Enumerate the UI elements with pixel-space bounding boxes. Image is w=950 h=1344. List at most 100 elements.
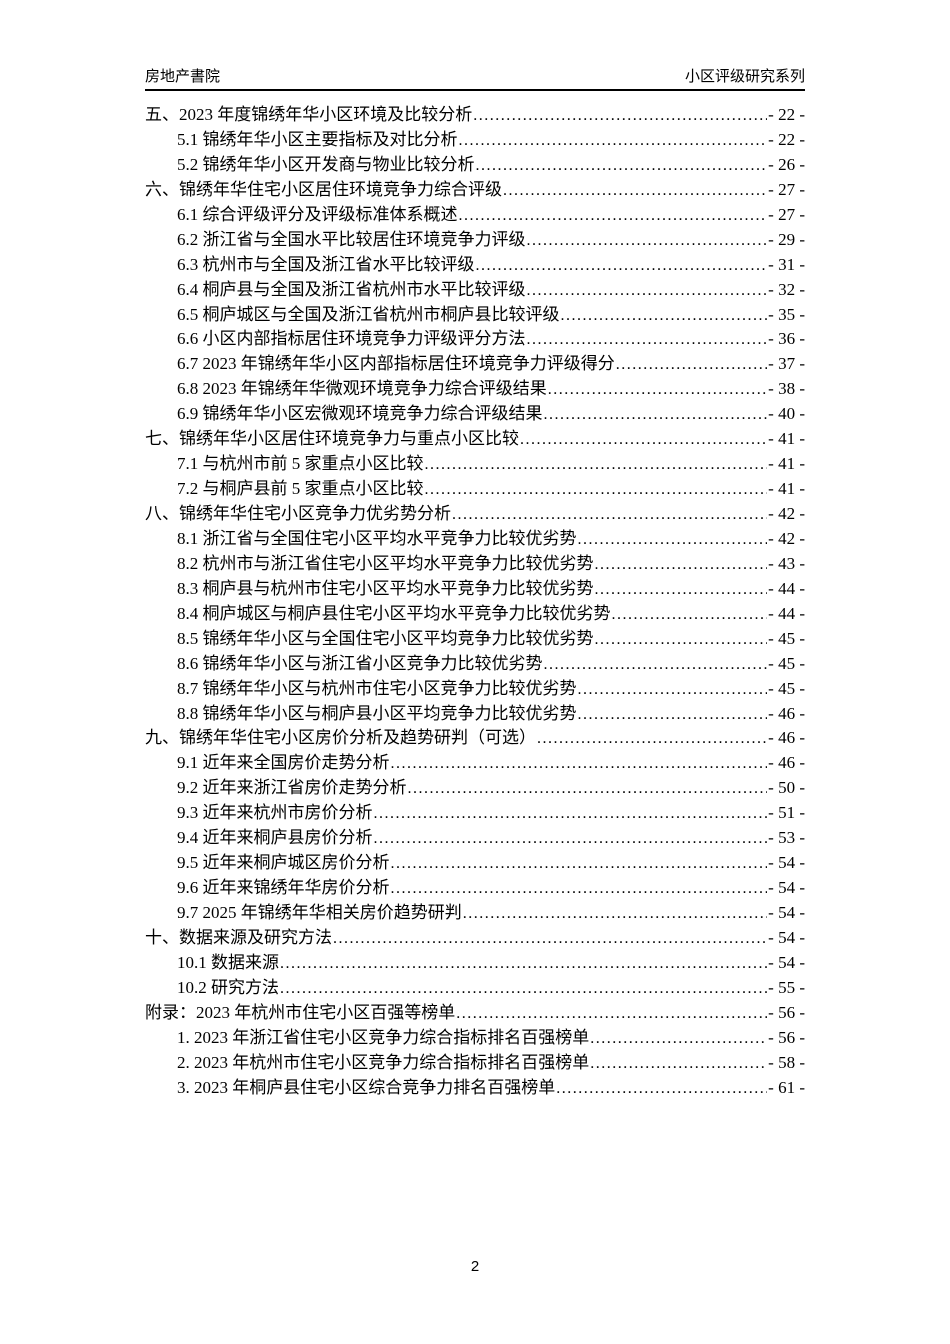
toc-entry[interactable]: 8.7 锦绣年华小区与杭州市住宅小区竞争力比较优劣势 - 45 - bbox=[145, 674, 805, 699]
toc-entry-page: - 45 - bbox=[768, 678, 805, 698]
toc-entry-label: 5.1 锦绣年华小区主要指标及对比分析 bbox=[177, 129, 458, 149]
toc-entry[interactable]: 6.6 小区内部指标居住环境竞争力评级评分方法 - 36 - bbox=[145, 324, 805, 349]
toc-entry[interactable]: 6.4 桐庐县与全国及浙江省杭州市水平比较评级 - 32 - bbox=[145, 275, 805, 300]
toc-entry[interactable]: 8.1 浙江省与全国住宅小区平均水平竞争力比较优劣势 - 42 - bbox=[145, 524, 805, 549]
toc-entry[interactable]: 5.2 锦绣年华小区开发商与物业比较分析 - 26 - bbox=[145, 150, 805, 175]
toc-entry-label: 附录：2023 年杭州市住宅小区百强等榜单 bbox=[145, 1002, 456, 1022]
toc-entry[interactable]: 9.4 近年来桐庐县房价分析 - 53 - bbox=[145, 823, 805, 848]
toc-entry[interactable]: 6.2 浙江省与全国水平比较居住环境竞争力评级 - 29 - bbox=[145, 225, 805, 250]
toc-entry-label: 6.4 桐庐县与全国及浙江省杭州市水平比较评级 bbox=[177, 279, 526, 299]
toc-entry-page: - 43 - bbox=[768, 553, 805, 573]
toc-entry-label: 8.4 桐庐城区与桐庐县住宅小区平均水平竞争力比较优劣势 bbox=[177, 603, 611, 623]
page-number: 2 bbox=[470, 1258, 480, 1275]
toc-entry-page: - 50 - bbox=[768, 778, 805, 798]
toc-entry[interactable]: 六、锦绣年华住宅小区居住环境竞争力综合评级 - 27 - bbox=[145, 175, 805, 200]
toc-dot-leader bbox=[590, 1028, 767, 1048]
toc-entry[interactable]: 7.2 与桐庐县前 5 家重点小区比较 - 41 - bbox=[145, 474, 805, 499]
toc-entry-page: - 29 - bbox=[768, 229, 805, 249]
toc-entry-page: - 45 - bbox=[768, 628, 805, 648]
toc-entry-page: - 44 - bbox=[768, 603, 805, 623]
toc-dot-leader bbox=[595, 629, 768, 649]
toc-entry-page: - 22 - bbox=[768, 105, 805, 124]
toc-dot-leader bbox=[374, 828, 768, 848]
toc-entry[interactable]: 10.1 数据来源 - 54 - bbox=[145, 948, 805, 973]
toc-dot-leader bbox=[561, 305, 768, 325]
toc-entry[interactable]: 2. 2023 年杭州市住宅小区竞争力综合指标排名百强榜单 - 58 - bbox=[145, 1048, 805, 1073]
toc-entry-label: 9.4 近年来桐庐县房价分析 bbox=[177, 828, 373, 848]
toc-entry[interactable]: 8.4 桐庐城区与桐庐县住宅小区平均水平竞争力比较优劣势 - 44 - bbox=[145, 599, 805, 624]
toc-dot-leader bbox=[280, 953, 767, 973]
toc-entry-page: - 54 - bbox=[768, 927, 805, 947]
toc-entry-page: - 41 - bbox=[768, 429, 805, 449]
toc-entry[interactable]: 9.2 近年来浙江省房价走势分析 - 50 - bbox=[145, 773, 805, 798]
toc-entry[interactable]: 6.5 桐庐城区与全国及浙江省杭州市桐庐县比较评级 - 35 - bbox=[145, 300, 805, 325]
toc-entry-label: 9.3 近年来杭州市房价分析 bbox=[177, 803, 373, 823]
toc-dot-leader bbox=[612, 604, 768, 624]
toc-entry-page: - 46 - bbox=[768, 753, 805, 773]
toc-dot-leader bbox=[391, 853, 768, 873]
toc-entry[interactable]: 8.2 杭州市与浙江省住宅小区平均水平竞争力比较优劣势 - 43 - bbox=[145, 549, 805, 574]
table-of-contents: 五、2023 年度锦绣年华小区环境及比较分析 - 22 - 5.1 锦绣年华小区… bbox=[145, 100, 805, 1098]
toc-dot-leader bbox=[425, 454, 768, 474]
toc-entry-label: 8.3 桐庐县与杭州市住宅小区平均水平竞争力比较优劣势 bbox=[177, 578, 594, 598]
toc-entry[interactable]: 9.3 近年来杭州市房价分析 - 51 - bbox=[145, 798, 805, 823]
toc-entry-page: - 58 - bbox=[768, 1052, 805, 1072]
toc-dot-leader bbox=[595, 554, 768, 574]
toc-entry[interactable]: 五、2023 年度锦绣年华小区环境及比较分析 - 22 - bbox=[145, 100, 805, 125]
toc-entry-page: - 27 - bbox=[768, 204, 805, 224]
toc-entry[interactable]: 10.2 研究方法 - 55 - bbox=[145, 973, 805, 998]
toc-entry[interactable]: 6.8 2023 年锦绣年华微观环境竞争力综合评级结果 - 38 - bbox=[145, 374, 805, 399]
toc-dot-leader bbox=[578, 704, 768, 724]
toc-entry-page: - 31 - bbox=[768, 254, 805, 274]
toc-entry[interactable]: 8.6 锦绣年华小区与浙江省小区竞争力比较优劣势 - 45 - bbox=[145, 649, 805, 674]
toc-entry[interactable]: 6.1 综合评级评分及评级标准体系概述 - 27 - bbox=[145, 200, 805, 225]
toc-entry-page: - 35 - bbox=[768, 304, 805, 324]
toc-dot-leader bbox=[374, 803, 768, 823]
toc-entry[interactable]: 7.1 与杭州市前 5 家重点小区比较 - 41 - bbox=[145, 449, 805, 474]
toc-entry-page: - 41 - bbox=[768, 454, 805, 474]
toc-entry-label: 6.3 杭州市与全国及浙江省水平比较评级 bbox=[177, 254, 475, 274]
toc-entry[interactable]: 6.9 锦绣年华小区宏微观环境竞争力综合评级结果 - 40 - bbox=[145, 399, 805, 424]
toc-entry[interactable]: 八、锦绣年华住宅小区竞争力优劣势分析 - 42 - bbox=[145, 499, 805, 524]
toc-entry[interactable]: 9.1 近年来全国房价走势分析 - 46 - bbox=[145, 748, 805, 773]
page-header: 房地产書院 小区评级研究系列 bbox=[145, 58, 805, 91]
toc-entry[interactable]: 5.1 锦绣年华小区主要指标及对比分析 - 22 - bbox=[145, 125, 805, 150]
toc-entry-page: - 56 - bbox=[768, 1027, 805, 1047]
toc-entry-page: - 61 - bbox=[768, 1077, 805, 1097]
toc-entry-label: 7.2 与桐庐县前 5 家重点小区比较 bbox=[177, 479, 424, 499]
toc-entry[interactable]: 七、锦绣年华小区居住环境竞争力与重点小区比较 - 41 - bbox=[145, 424, 805, 449]
toc-entry[interactable]: 附录：2023 年杭州市住宅小区百强等榜单 - 56 - bbox=[145, 998, 805, 1023]
toc-entry[interactable]: 九、锦绣年华住宅小区房价分析及趋势研判（可选） - 46 - bbox=[145, 723, 805, 748]
toc-dot-leader bbox=[456, 1003, 767, 1023]
toc-entry[interactable]: 十、数据来源及研究方法 - 54 - bbox=[145, 923, 805, 948]
toc-entry[interactable]: 9.5 近年来桐庐城区房价分析 - 54 - bbox=[145, 848, 805, 873]
toc-entry[interactable]: 1. 2023 年浙江省住宅小区竞争力综合指标排名百强榜单 - 56 - bbox=[145, 1023, 805, 1048]
toc-entry[interactable]: 9.6 近年来锦绣年华房价分析 - 54 - bbox=[145, 873, 805, 898]
toc-entry-label: 8.6 锦绣年华小区与浙江省小区竞争力比较优劣势 bbox=[177, 653, 543, 673]
toc-entry-page: - 54 - bbox=[768, 952, 805, 972]
toc-dot-leader bbox=[544, 404, 768, 424]
toc-entry-page: - 40 - bbox=[768, 404, 805, 424]
toc-entry[interactable]: 9.7 2025 年锦绣年华相关房价趋势研判 - 54 - bbox=[145, 898, 805, 923]
toc-entry-page: - 54 - bbox=[768, 878, 805, 898]
toc-entry-label: 8.8 锦绣年华小区与桐庐县小区平均竞争力比较优劣势 bbox=[177, 703, 577, 723]
toc-entry[interactable]: 8.3 桐庐县与杭州市住宅小区平均水平竞争力比较优劣势 - 44 - bbox=[145, 574, 805, 599]
header-right-title: 小区评级研究系列 bbox=[684, 68, 805, 85]
toc-entry[interactable]: 8.8 锦绣年华小区与桐庐县小区平均竞争力比较优劣势 - 46 - bbox=[145, 699, 805, 724]
toc-dot-leader bbox=[425, 479, 768, 499]
toc-entry-label: 10.1 数据来源 bbox=[177, 952, 279, 972]
toc-entry-page: - 44 - bbox=[768, 578, 805, 598]
toc-entry-page: - 45 - bbox=[768, 653, 805, 673]
toc-entry[interactable]: 3. 2023 年桐庐县住宅小区综合竞争力排名百强榜单 - 61 - bbox=[145, 1073, 805, 1098]
toc-entry[interactable]: 6.7 2023 年锦绣年华小区内部指标居住环境竞争力评级得分 - 37 - bbox=[145, 349, 805, 374]
header-left-title: 房地产書院 bbox=[145, 68, 221, 85]
toc-dot-leader bbox=[463, 903, 767, 923]
toc-entry[interactable]: 6.3 杭州市与全国及浙江省水平比较评级 - 31 - bbox=[145, 250, 805, 275]
toc-dot-leader bbox=[408, 778, 768, 798]
toc-entry-label: 8.1 浙江省与全国住宅小区平均水平竞争力比较优劣势 bbox=[177, 528, 577, 548]
toc-entry[interactable]: 8.5 锦绣年华小区与全国住宅小区平均竞争力比较优劣势 - 45 - bbox=[145, 624, 805, 649]
toc-dot-leader bbox=[452, 504, 767, 524]
toc-dot-leader bbox=[459, 205, 768, 225]
toc-dot-leader bbox=[616, 354, 767, 374]
